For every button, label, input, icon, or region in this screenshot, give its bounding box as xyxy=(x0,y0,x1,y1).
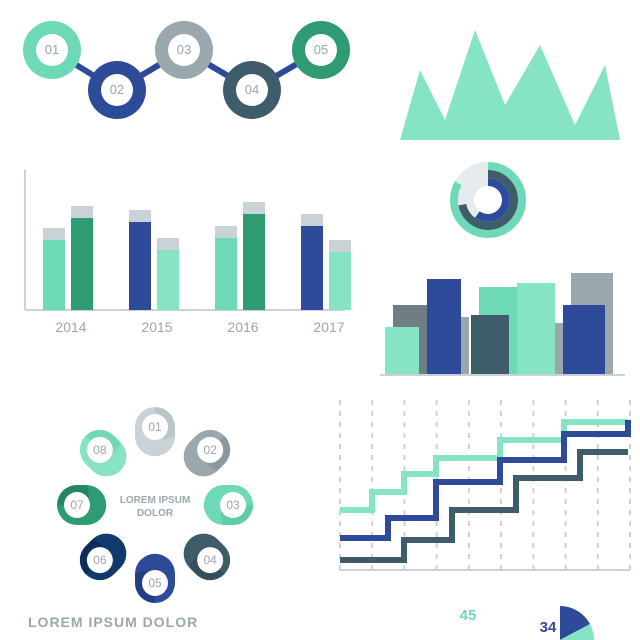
svg-text:06: 06 xyxy=(93,553,107,567)
infographic-canvas: 01 02 03 04 05 2014 2015 2016 2017 01 02 03 04 05 06 07… xyxy=(0,0,640,640)
svg-text:2015: 2015 xyxy=(141,319,172,335)
svg-text:01: 01 xyxy=(45,42,59,57)
svg-text:08: 08 xyxy=(93,443,107,457)
svg-text:07: 07 xyxy=(70,498,84,512)
svg-text:01: 01 xyxy=(148,420,162,434)
svg-text:03: 03 xyxy=(177,42,191,57)
svg-text:02: 02 xyxy=(110,82,124,97)
svg-text:04: 04 xyxy=(245,82,259,97)
svg-text:04: 04 xyxy=(203,553,217,567)
svg-text:05: 05 xyxy=(314,42,328,57)
svg-text:2014: 2014 xyxy=(55,319,86,335)
svg-text:45: 45 xyxy=(460,607,477,624)
svg-text:2016: 2016 xyxy=(227,319,258,335)
svg-text:34: 34 xyxy=(540,619,557,636)
svg-text:2017: 2017 xyxy=(313,319,344,335)
svg-text:03: 03 xyxy=(226,498,240,512)
footer-title: LOREM IPSUM DOLOR xyxy=(28,614,198,630)
svg-text:DOLOR: DOLOR xyxy=(137,508,174,519)
svg-text:02: 02 xyxy=(203,443,217,457)
svg-text:05: 05 xyxy=(148,576,162,590)
svg-text:LOREM IPSUM: LOREM IPSUM xyxy=(120,495,191,506)
